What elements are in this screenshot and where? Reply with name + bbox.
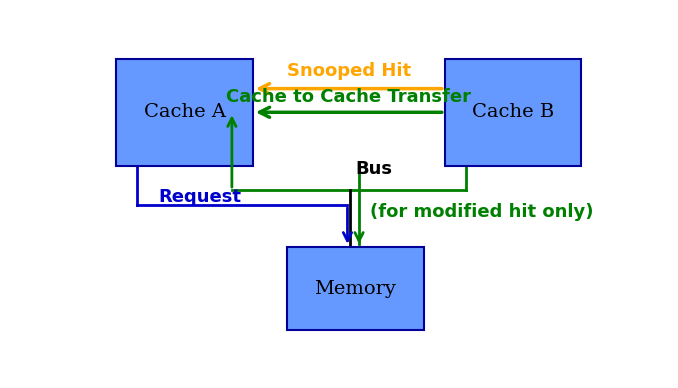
- Text: Snooped Hit: Snooped Hit: [287, 62, 411, 80]
- Text: Memory: Memory: [315, 280, 397, 298]
- Text: Request: Request: [159, 189, 241, 206]
- FancyBboxPatch shape: [287, 247, 424, 331]
- Text: Cache B: Cache B: [472, 103, 554, 121]
- FancyBboxPatch shape: [117, 59, 253, 166]
- FancyBboxPatch shape: [445, 59, 581, 166]
- Text: Bus: Bus: [355, 160, 393, 178]
- Text: Cache to Cache Transfer: Cache to Cache Transfer: [226, 88, 471, 106]
- Text: (for modified hit only): (for modified hit only): [370, 203, 593, 222]
- Text: Cache A: Cache A: [144, 103, 226, 121]
